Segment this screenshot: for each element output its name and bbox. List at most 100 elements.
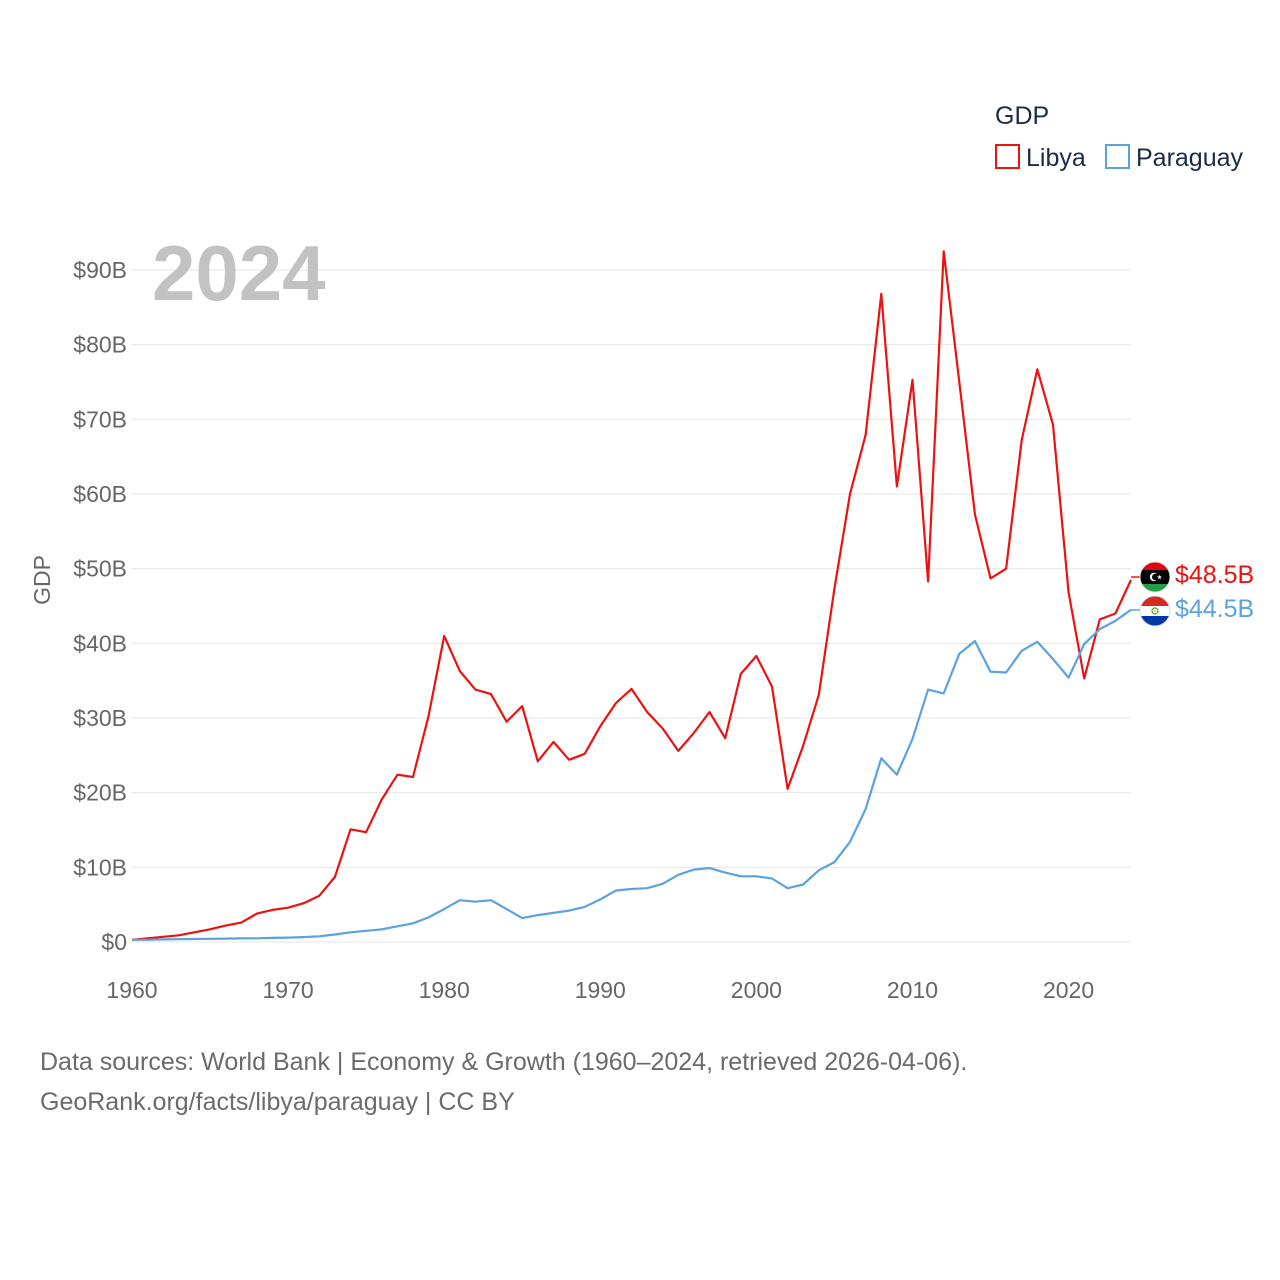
data-point-libya-1991[interactable]	[613, 700, 619, 706]
data-point-libya-1994[interactable]	[660, 725, 666, 731]
data-point-libya-2000[interactable]	[753, 653, 759, 659]
data-point-paraguay-1987[interactable]	[550, 910, 556, 916]
data-point-libya-2017[interactable]	[1019, 437, 1025, 443]
data-point-paraguay-2006[interactable]	[847, 839, 853, 845]
data-point-libya-1982[interactable]	[472, 687, 478, 693]
data-point-libya-2002[interactable]	[785, 786, 791, 792]
data-point-paraguay-1972[interactable]	[316, 933, 322, 939]
data-point-paraguay-1963[interactable]	[176, 936, 182, 942]
data-point-libya-2023[interactable]	[1112, 610, 1118, 616]
data-point-libya-2003[interactable]	[800, 743, 806, 749]
data-point-paraguay-1966[interactable]	[223, 936, 229, 942]
data-point-paraguay-1983[interactable]	[488, 897, 494, 903]
data-point-libya-1992[interactable]	[629, 686, 635, 692]
data-point-paraguay-2019[interactable]	[1050, 656, 1056, 662]
data-point-libya-2010[interactable]	[909, 377, 915, 383]
data-point-paraguay-1969[interactable]	[269, 935, 275, 941]
data-point-paraguay-1975[interactable]	[363, 928, 369, 934]
data-point-paraguay-1967[interactable]	[238, 935, 244, 941]
data-point-libya-2021[interactable]	[1081, 675, 1087, 681]
data-point-libya-2005[interactable]	[831, 586, 837, 592]
data-point-libya-1976[interactable]	[379, 796, 385, 802]
data-point-paraguay-2009[interactable]	[894, 772, 900, 778]
data-point-paraguay-2022[interactable]	[1097, 626, 1103, 632]
data-point-paraguay-1976[interactable]	[379, 926, 385, 932]
data-point-libya-1974[interactable]	[348, 826, 354, 832]
data-point-paraguay-1974[interactable]	[348, 929, 354, 935]
data-point-paraguay-2004[interactable]	[816, 867, 822, 873]
data-point-paraguay-1971[interactable]	[301, 934, 307, 940]
data-point-paraguay-2017[interactable]	[1019, 648, 1025, 654]
data-point-paraguay-1968[interactable]	[254, 935, 260, 941]
series-line-libya[interactable]	[131, 250, 1132, 941]
data-point-paraguay-2014[interactable]	[972, 638, 978, 644]
source-line-2[interactable]: GeoRank.org/facts/libya/paraguay | CC BY	[40, 1088, 515, 1116]
data-point-paraguay-1996[interactable]	[691, 867, 697, 873]
data-point-paraguay-1986[interactable]	[535, 912, 541, 918]
data-point-libya-2009[interactable]	[894, 484, 900, 490]
data-point-libya-1995[interactable]	[675, 748, 681, 754]
data-point-libya-2014[interactable]	[972, 511, 978, 517]
data-point-libya-1987[interactable]	[550, 739, 556, 745]
data-point-paraguay-1993[interactable]	[644, 885, 650, 891]
data-point-libya-1977[interactable]	[394, 772, 400, 778]
data-point-paraguay-1961[interactable]	[145, 937, 151, 943]
data-point-libya-1965[interactable]	[207, 926, 213, 932]
data-point-paraguay-2001[interactable]	[769, 876, 775, 882]
data-point-libya-1971[interactable]	[301, 900, 307, 906]
data-point-libya-2018[interactable]	[1034, 366, 1040, 372]
data-point-paraguay-2012[interactable]	[941, 690, 947, 696]
data-point-libya-1985[interactable]	[519, 703, 525, 709]
data-point-paraguay-2003[interactable]	[800, 882, 806, 888]
data-point-paraguay-1995[interactable]	[675, 872, 681, 878]
data-point-libya-2012[interactable]	[941, 248, 947, 254]
data-point-libya-1989[interactable]	[582, 751, 588, 757]
data-point-paraguay-1970[interactable]	[285, 935, 291, 941]
data-point-paraguay-1992[interactable]	[629, 886, 635, 892]
data-point-libya-1970[interactable]	[285, 905, 291, 911]
data-point-paraguay-2023[interactable]	[1112, 618, 1118, 624]
data-point-libya-1998[interactable]	[722, 735, 728, 741]
legend-item-libya[interactable]: Libya	[995, 144, 1086, 172]
data-point-libya-2006[interactable]	[847, 491, 853, 497]
data-point-paraguay-2007[interactable]	[863, 806, 869, 812]
data-point-libya-2015[interactable]	[988, 575, 994, 581]
data-point-paraguay-2000[interactable]	[753, 873, 759, 879]
data-point-libya-2022[interactable]	[1097, 616, 1103, 622]
data-point-paraguay-1985[interactable]	[519, 915, 525, 921]
data-point-paraguay-1977[interactable]	[394, 923, 400, 929]
data-point-paraguay-2002[interactable]	[785, 885, 791, 891]
data-point-libya-1975[interactable]	[363, 829, 369, 835]
data-point-libya-2024[interactable]	[1128, 577, 1134, 583]
data-point-paraguay-1964[interactable]	[191, 936, 197, 942]
data-point-libya-1973[interactable]	[332, 874, 338, 880]
data-point-paraguay-2008[interactable]	[878, 755, 884, 761]
data-point-libya-1999[interactable]	[738, 671, 744, 677]
data-point-libya-2001[interactable]	[769, 684, 775, 690]
data-point-paraguay-1991[interactable]	[613, 887, 619, 893]
data-point-libya-1979[interactable]	[426, 713, 432, 719]
data-point-paraguay-1997[interactable]	[707, 865, 713, 871]
data-point-paraguay-1973[interactable]	[332, 932, 338, 938]
data-point-paraguay-1994[interactable]	[660, 881, 666, 887]
data-point-paraguay-1990[interactable]	[597, 896, 603, 902]
data-point-paraguay-1980[interactable]	[441, 906, 447, 912]
data-point-paraguay-2018[interactable]	[1034, 639, 1040, 645]
data-point-paraguay-2020[interactable]	[1066, 675, 1072, 681]
data-point-libya-1972[interactable]	[316, 893, 322, 899]
data-point-libya-2011[interactable]	[925, 578, 931, 584]
data-point-libya-1964[interactable]	[191, 929, 197, 935]
data-point-paraguay-1978[interactable]	[410, 920, 416, 926]
data-point-libya-1993[interactable]	[644, 709, 650, 715]
data-point-paraguay-1960[interactable]	[129, 937, 135, 943]
data-point-libya-2007[interactable]	[863, 432, 869, 438]
data-point-paraguay-2013[interactable]	[956, 651, 962, 657]
data-point-libya-1969[interactable]	[269, 907, 275, 913]
data-point-paraguay-2016[interactable]	[1003, 669, 1009, 675]
data-point-paraguay-2011[interactable]	[925, 687, 931, 693]
data-point-paraguay-2005[interactable]	[831, 859, 837, 865]
legend-item-paraguay[interactable]: Paraguay	[1105, 144, 1244, 172]
data-point-libya-1980[interactable]	[441, 633, 447, 639]
series-line-paraguay[interactable]	[132, 608, 1132, 941]
data-point-paraguay-1999[interactable]	[738, 873, 744, 879]
